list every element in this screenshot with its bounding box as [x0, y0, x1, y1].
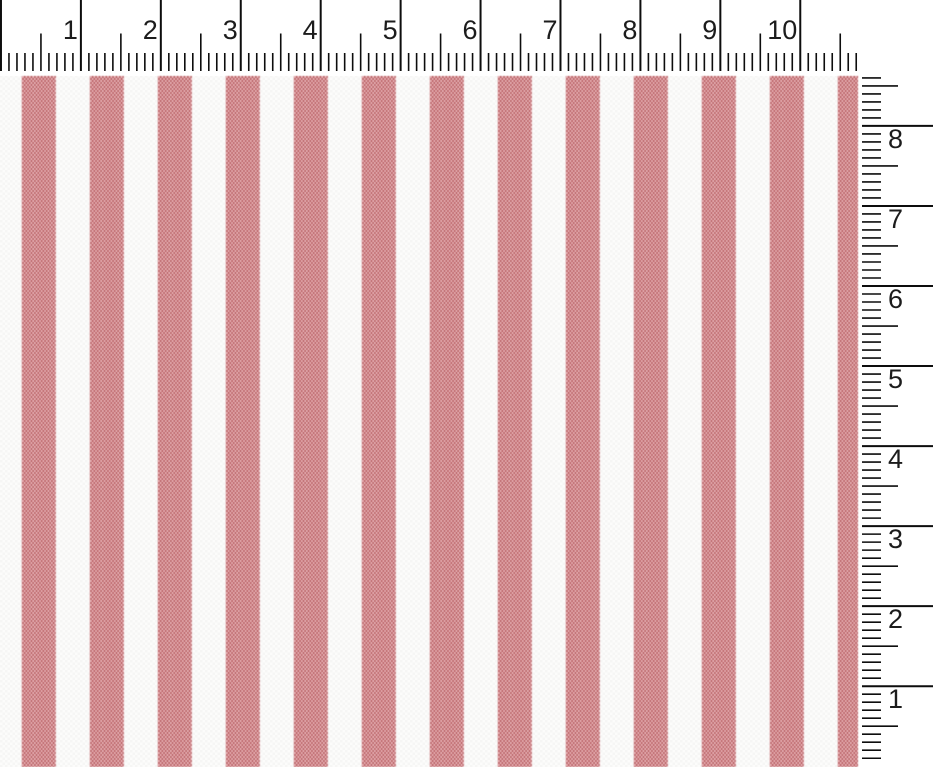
svg-text:4: 4: [888, 444, 903, 474]
svg-text:7: 7: [542, 15, 557, 45]
svg-text:8: 8: [888, 124, 903, 154]
svg-text:5: 5: [383, 15, 398, 45]
svg-text:2: 2: [888, 604, 903, 634]
svg-text:2: 2: [143, 15, 158, 45]
svg-text:5: 5: [888, 364, 903, 394]
svg-text:4: 4: [303, 15, 318, 45]
svg-text:8: 8: [622, 15, 637, 45]
svg-text:9: 9: [702, 15, 717, 45]
svg-text:6: 6: [888, 284, 903, 314]
svg-text:7: 7: [888, 204, 903, 234]
svg-text:6: 6: [463, 15, 478, 45]
svg-text:3: 3: [888, 524, 903, 554]
svg-text:1: 1: [63, 15, 78, 45]
svg-text:1: 1: [888, 684, 903, 714]
svg-text:3: 3: [223, 15, 238, 45]
svg-text:10: 10: [767, 15, 797, 45]
